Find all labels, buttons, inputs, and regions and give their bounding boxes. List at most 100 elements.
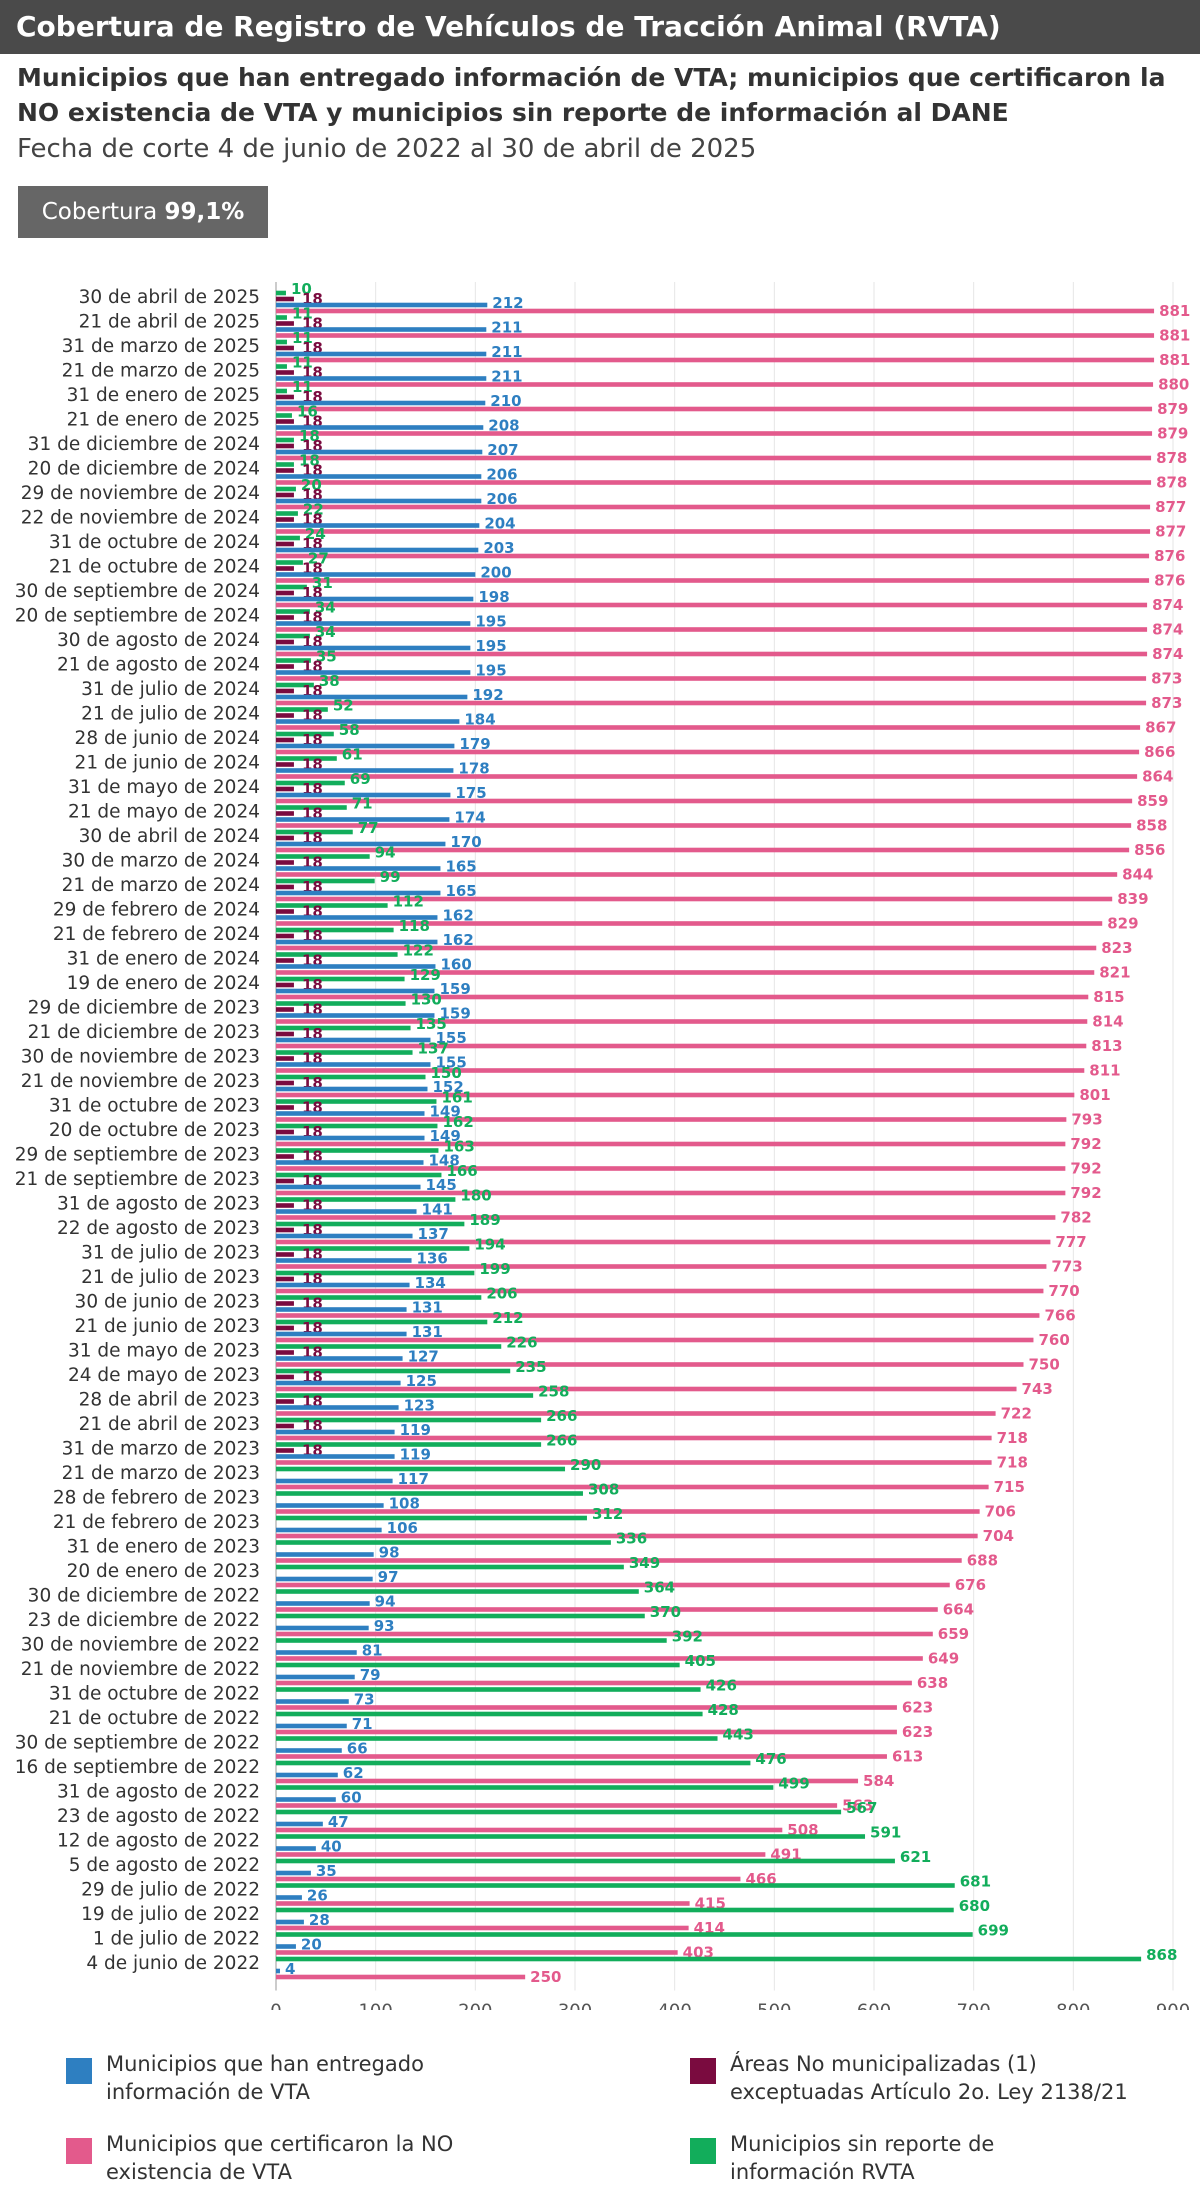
category-label: 30 de noviembre de 2023 <box>21 1047 260 1068</box>
bar-sin-reporte <box>276 1540 611 1545</box>
bar-sin-reporte <box>276 1491 583 1496</box>
data-label: 141 <box>422 1201 453 1219</box>
bar-no-existencia <box>276 406 1153 412</box>
legend-swatch <box>66 2138 92 2164</box>
bar-entregado <box>276 1723 347 1729</box>
bar-sin-reporte <box>276 1834 866 1839</box>
data-label: 175 <box>455 784 486 802</box>
category-label: 24 de mayo de 2023 <box>68 1365 260 1386</box>
category-label: 16 de septiembre de 2022 <box>15 1757 260 1778</box>
data-label: 613 <box>892 1748 923 1766</box>
data-label: 876 <box>1154 547 1185 565</box>
data-label: 873 <box>1151 670 1182 688</box>
category-label: 5 de agosto de 2022 <box>69 1855 260 1876</box>
data-label: 195 <box>475 662 506 680</box>
bar-sin-reporte <box>276 1760 751 1766</box>
category-label: 20 de diciembre de 2024 <box>28 459 260 480</box>
data-label: 881 <box>1159 302 1190 320</box>
category-label: 31 de enero de 2024 <box>67 949 260 970</box>
bar-no-existencia <box>276 431 1153 436</box>
bar-no-existencia <box>276 1607 938 1612</box>
data-label: 258 <box>538 1383 569 1401</box>
data-label: 94 <box>375 844 396 862</box>
legend-label: Municipios que certificaron la NO <box>106 2132 454 2156</box>
data-label: 112 <box>393 893 424 911</box>
category-label: 30 de noviembre de 2022 <box>21 1635 260 1656</box>
data-label: 58 <box>339 721 360 739</box>
data-label: 18 <box>299 427 320 445</box>
data-label: 200 <box>480 564 511 582</box>
data-label: 443 <box>723 1726 754 1744</box>
bar-no-municipalizadas <box>276 1227 294 1233</box>
category-label: 21 de junio de 2023 <box>75 1316 260 1337</box>
data-label: 766 <box>1044 1307 1075 1325</box>
data-label: 312 <box>592 1505 623 1523</box>
bar-sin-reporte <box>276 339 287 345</box>
category-label: 21 de julio de 2024 <box>81 704 260 725</box>
legend-label: Áreas No municipalizadas (1) <box>730 2052 1037 2076</box>
legend-label: Municipios que han entregado <box>106 2052 424 2076</box>
category-label: 4 de junio de 2022 <box>86 1953 260 1974</box>
bar-sin-reporte <box>276 462 294 467</box>
bar-no-municipalizadas <box>276 1276 294 1282</box>
category-label: 19 de enero de 2024 <box>67 973 260 994</box>
category-label: 21 de febrero de 2024 <box>53 924 260 945</box>
data-label: 877 <box>1155 498 1186 516</box>
category-label: 30 de abril de 2025 <box>79 287 260 308</box>
category-label: 23 de agosto de 2022 <box>57 1806 260 1827</box>
bar-no-existencia <box>276 1166 1066 1171</box>
data-label: 184 <box>464 711 495 729</box>
category-label: 30 de marzo de 2024 <box>62 851 260 872</box>
category-label: 12 de agosto de 2022 <box>57 1831 260 1852</box>
bar-no-municipalizadas <box>276 786 294 792</box>
bar-sin-reporte <box>276 290 286 296</box>
bar-no-existencia <box>276 1876 741 1882</box>
data-label: 211 <box>491 368 522 386</box>
coverage-badge: Cobertura 99,1% <box>18 186 268 238</box>
data-label: 73 <box>354 1691 375 1709</box>
bar-no-municipalizadas <box>276 1423 294 1429</box>
bar-no-municipalizadas <box>276 737 294 743</box>
bar-no-municipalizadas <box>276 419 294 424</box>
category-label: 1 de julio de 2022 <box>93 1929 260 1950</box>
bar-entregado <box>276 1772 338 1778</box>
bar-no-existencia <box>276 1729 897 1735</box>
chart-subtitle: Municipios que han entregado información… <box>17 63 1166 127</box>
data-label: 676 <box>955 1576 986 1594</box>
data-label: 866 <box>1144 743 1175 761</box>
data-label: 20 <box>301 476 322 494</box>
bar-entregado <box>276 400 486 406</box>
bar-no-existencia <box>276 504 1151 510</box>
data-label: 47 <box>328 1813 349 1831</box>
category-label: 31 de octubre de 2022 <box>49 1684 260 1705</box>
data-label: 179 <box>459 735 490 753</box>
data-label: 93 <box>374 1617 395 1635</box>
data-label: 81 <box>362 1642 383 1660</box>
bar-no-existencia <box>276 847 1130 853</box>
bar-no-municipalizadas <box>276 909 294 914</box>
data-label: 743 <box>1022 1380 1053 1398</box>
bar-sin-reporte <box>276 1197 456 1202</box>
bar-no-existencia <box>276 945 1097 951</box>
bar-entregado <box>276 1527 382 1533</box>
category-label: 22 de agosto de 2023 <box>57 1218 260 1239</box>
data-label: 131 <box>412 1299 443 1317</box>
bar-entregado <box>276 1209 417 1214</box>
x-tick-label: 800 <box>1056 2001 1090 2011</box>
bar-sin-reporte <box>276 1172 442 1178</box>
data-label: 192 <box>472 686 503 704</box>
x-tick-label: 400 <box>657 2001 691 2011</box>
data-label: 208 <box>488 417 519 435</box>
data-label: 31 <box>312 574 333 592</box>
bar-entregado <box>276 988 435 994</box>
data-label: 123 <box>404 1397 435 1415</box>
bar-sin-reporte <box>276 1613 645 1619</box>
data-label: 18 <box>299 452 320 470</box>
bar-no-existencia <box>276 1019 1088 1024</box>
bar-sin-reporte <box>276 511 298 516</box>
data-label: 405 <box>685 1652 716 1670</box>
data-label: 79 <box>360 1666 381 1684</box>
bar-entregado <box>276 1919 304 1925</box>
data-label: 715 <box>994 1478 1025 1496</box>
category-label: 21 de marzo de 2025 <box>62 361 260 382</box>
